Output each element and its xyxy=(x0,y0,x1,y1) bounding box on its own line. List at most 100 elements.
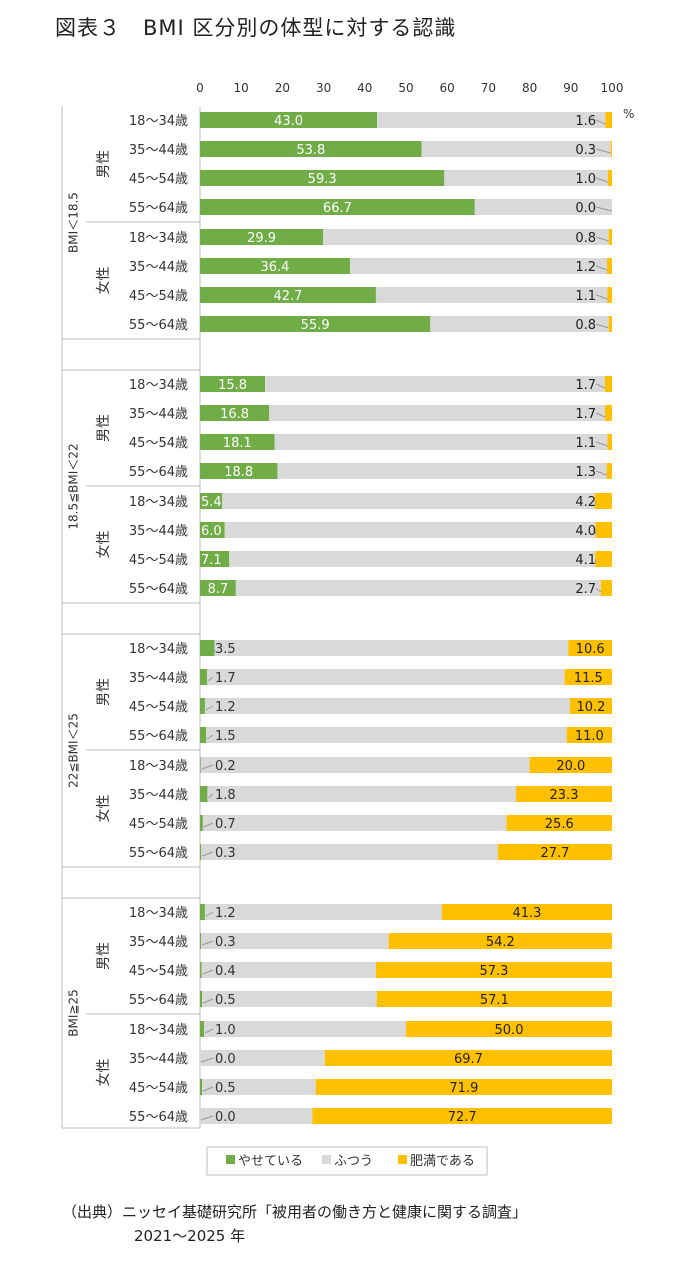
age-label: 35～44歳 xyxy=(129,671,188,686)
bar-obese xyxy=(604,376,612,392)
x-tick-label: 0 xyxy=(196,81,204,95)
bar-obese xyxy=(568,640,612,656)
bar-obese xyxy=(604,405,612,421)
data-label-obese: 11.5 xyxy=(574,671,603,686)
leader-line xyxy=(595,206,613,212)
age-label: 55～64歳 xyxy=(129,582,188,597)
data-label-thin: 16.8 xyxy=(220,407,249,422)
bar-normal xyxy=(222,493,595,509)
age-label: 18～34歳 xyxy=(129,1023,188,1038)
bar-thin xyxy=(200,405,270,421)
age-label: 35～44歳 xyxy=(129,935,188,950)
age-label: 55～64歳 xyxy=(129,993,188,1008)
age-label: 45～54歳 xyxy=(129,553,188,568)
age-label: 35～44歳 xyxy=(129,143,188,158)
bar-obese xyxy=(315,1079,612,1095)
age-label: 45～54歳 xyxy=(129,1081,188,1096)
leader-line xyxy=(595,119,606,125)
data-label-thin: 1.2 xyxy=(215,906,236,921)
data-label-thin: 66.7 xyxy=(323,201,352,216)
bmi-group-label: 18.5≦BMI＜22 xyxy=(67,443,81,529)
bar-obese xyxy=(529,757,612,773)
bar-thin xyxy=(200,376,266,392)
data-label-obese: 10.6 xyxy=(576,642,605,657)
data-label-obese: 0.8 xyxy=(575,231,596,246)
sex-label: 女性 xyxy=(95,1059,112,1087)
stacked-bar-chart: 0 10 20 30 40 50 60 70 80 90 100% BMI＜18.5 男性 18～34歳 4… xyxy=(61,81,634,1176)
leader-line xyxy=(594,558,597,564)
data-label-thin: 0.4 xyxy=(215,964,236,979)
bar-obese xyxy=(607,434,612,450)
bar-thin xyxy=(200,757,201,773)
leader-line xyxy=(204,1028,214,1034)
bar-thin xyxy=(200,551,230,567)
bar-thin xyxy=(200,786,208,802)
bar-obese xyxy=(610,141,612,157)
bar-obese xyxy=(497,844,612,860)
bar-normal xyxy=(204,1021,406,1037)
data-label-thin: 1.8 xyxy=(215,788,236,803)
bar-normal xyxy=(229,551,596,567)
bar-thin xyxy=(200,493,223,509)
bar-normal xyxy=(474,199,612,215)
bar-obese xyxy=(312,1108,612,1124)
data-label-obese: 4.2 xyxy=(575,495,596,510)
bar-normal xyxy=(204,904,442,920)
bar-thin xyxy=(200,698,205,714)
data-label-thin: 53.8 xyxy=(296,143,325,158)
age-label: 35～44歳 xyxy=(129,1052,188,1067)
bar-thin xyxy=(200,522,225,538)
leader-line xyxy=(208,793,214,799)
data-label-obese: 1.7 xyxy=(575,378,596,393)
data-label-thin: 1.5 xyxy=(215,729,236,744)
data-label-obese: 57.3 xyxy=(479,964,508,979)
leader-line xyxy=(595,383,606,389)
bar-normal xyxy=(214,640,569,656)
age-label: 55～64歳 xyxy=(129,201,188,216)
bar-obese xyxy=(516,786,612,802)
bar-obese xyxy=(606,463,612,479)
bar-normal xyxy=(277,463,607,479)
leader-line xyxy=(595,177,609,183)
age-label: 18～34歳 xyxy=(129,114,188,129)
age-label: 55～64歳 xyxy=(129,1110,188,1125)
data-label-thin: 59.3 xyxy=(308,172,337,187)
age-label: 55～64歳 xyxy=(129,465,188,480)
bar-thin xyxy=(200,141,422,157)
bar-thin xyxy=(200,727,207,743)
bar-normal xyxy=(421,141,611,157)
age-label: 45～54歳 xyxy=(129,436,188,451)
x-tick-label: 100 xyxy=(601,81,624,95)
data-label-obese: 4.0 xyxy=(575,524,596,539)
data-label-thin: 0.5 xyxy=(215,993,236,1008)
sex-label: 男性 xyxy=(96,942,112,970)
legend-box xyxy=(206,1146,488,1176)
legend-label: ふつう xyxy=(334,1154,373,1169)
bar-obese xyxy=(376,991,612,1007)
bar-thin xyxy=(200,434,275,450)
bar-normal xyxy=(274,434,608,450)
bar-obese xyxy=(594,493,612,509)
data-label-thin: 1.0 xyxy=(215,1023,236,1038)
bar-thin xyxy=(200,316,431,332)
leader-line xyxy=(202,1086,214,1092)
age-label: 18～34歳 xyxy=(129,642,188,657)
leader-line xyxy=(202,940,214,946)
bar-thin xyxy=(200,1021,205,1037)
legend-label: 肥満である xyxy=(410,1154,475,1169)
age-label: 55～64歳 xyxy=(129,846,188,861)
data-label-thin: 5.4 xyxy=(201,495,222,510)
source-line-2: 2021～2025 年 xyxy=(134,1227,246,1245)
data-label-obese: 71.9 xyxy=(449,1081,478,1096)
leader-line xyxy=(595,323,609,329)
bar-normal xyxy=(202,1079,316,1095)
bar-normal xyxy=(202,815,507,831)
bmi-group-label: BMI≧25 xyxy=(67,989,81,1036)
data-label-thin: 0.5 xyxy=(215,1081,236,1096)
bar-normal xyxy=(201,844,498,860)
leader-line xyxy=(595,441,608,447)
leader-line xyxy=(595,294,608,300)
bar-thin xyxy=(200,229,324,245)
data-label-obese: 27.7 xyxy=(540,846,569,861)
data-label-obese: 1.7 xyxy=(575,407,596,422)
